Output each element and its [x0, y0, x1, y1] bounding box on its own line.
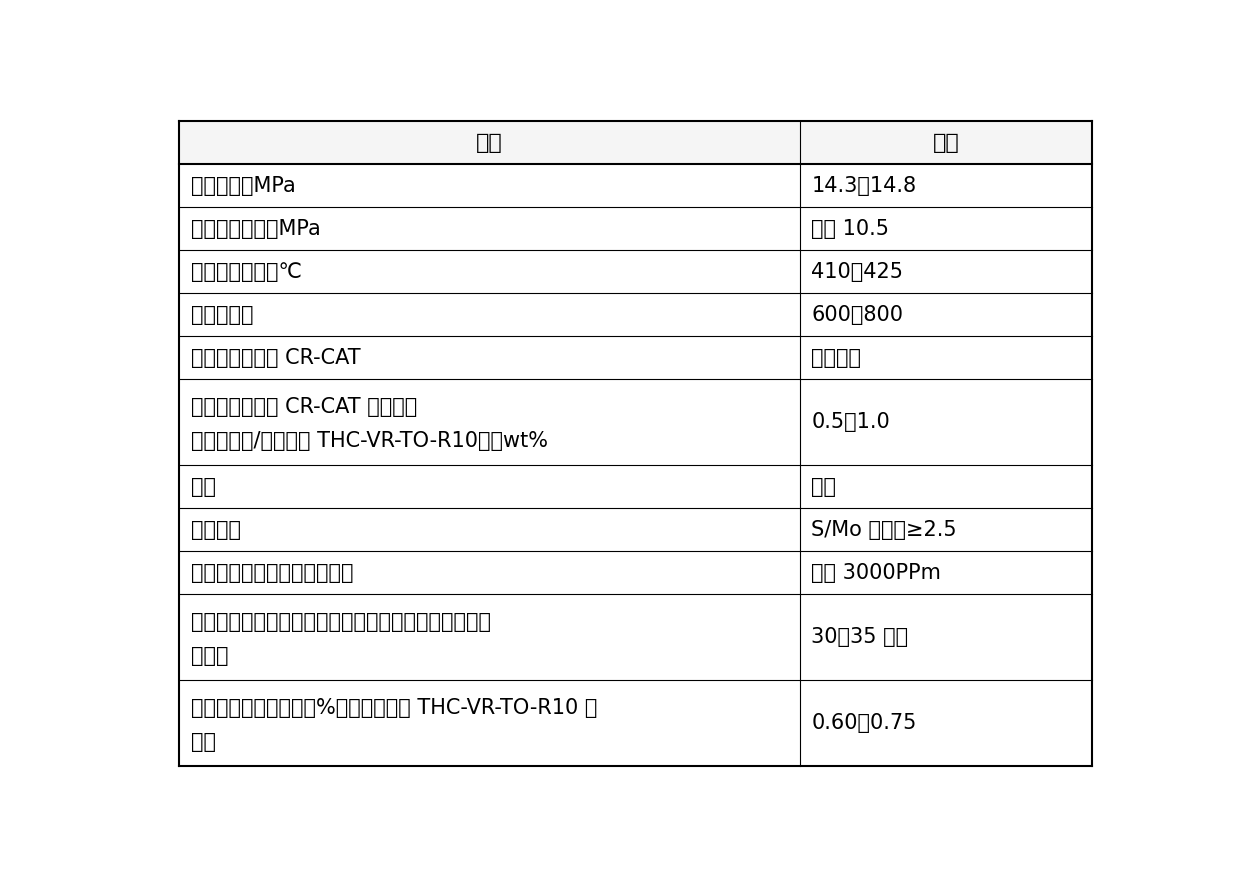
Text: 助剂: 助剂	[191, 477, 216, 497]
Text: 体积）: 体积）	[191, 646, 228, 666]
Text: 助剂用量: 助剂用量	[191, 520, 241, 540]
Text: 0.5～1.0: 0.5～1.0	[811, 412, 890, 433]
Text: 600～800: 600～800	[811, 305, 904, 324]
Text: 大于 3000PPm: 大于 3000PPm	[811, 562, 941, 582]
Text: 14.3～14.8: 14.3～14.8	[811, 176, 916, 196]
Text: 0.60～0.75: 0.60～0.75	[811, 713, 916, 733]
Text: 液硫: 液硫	[811, 477, 836, 497]
Text: 30～35 分钟: 30～35 分钟	[811, 627, 909, 647]
Text: 磷鉤酸铵: 磷鉤酸铵	[811, 348, 862, 368]
Text: S/Mo 原子比≥2.5: S/Mo 原子比≥2.5	[811, 520, 957, 540]
Text: 平均反应温度，℃: 平均反应温度，℃	[191, 262, 301, 282]
Text: 最小 10.5: 最小 10.5	[811, 219, 889, 239]
Text: 数据: 数据	[932, 133, 960, 153]
Text: 加氢改性催化剂 CR-CAT: 加氢改性催化剂 CR-CAT	[191, 348, 360, 368]
Text: 加氢改性催化剂 CR-CAT 添加量，: 加氢改性催化剂 CR-CAT 添加量，	[191, 397, 417, 417]
Text: 项目: 项目	[476, 133, 502, 153]
Text: 反应总压，MPa: 反应总压，MPa	[191, 176, 295, 196]
Text: 量）: 量）	[191, 732, 216, 752]
Text: 氢油体积比: 氢油体积比	[191, 305, 253, 324]
Text: 反应氢气分压，MPa: 反应氢气分压，MPa	[191, 219, 320, 239]
Text: 410～425: 410～425	[811, 262, 904, 282]
Text: 原料油的氢耗量，重量%（对减压渣油 THC-VR-TO-R10 重: 原料油的氢耗量，重量%（对减压渣油 THC-VR-TO-R10 重	[191, 698, 596, 718]
Text: （磷鉤酸铵/减压渣油 THC-VR-TO-R10），wt%: （磷鉤酸铵/减压渣油 THC-VR-TO-R10），wt%	[191, 431, 548, 451]
Text: 反应空间气相硫化氢体积浓度: 反应空间气相硫化氢体积浓度	[191, 562, 353, 582]
Text: 反应器的原料油表观停留时间（对原料油浆料标准状态: 反应器的原料油表观停留时间（对原料油浆料标准状态	[191, 611, 491, 631]
Bar	[179, 121, 1092, 165]
